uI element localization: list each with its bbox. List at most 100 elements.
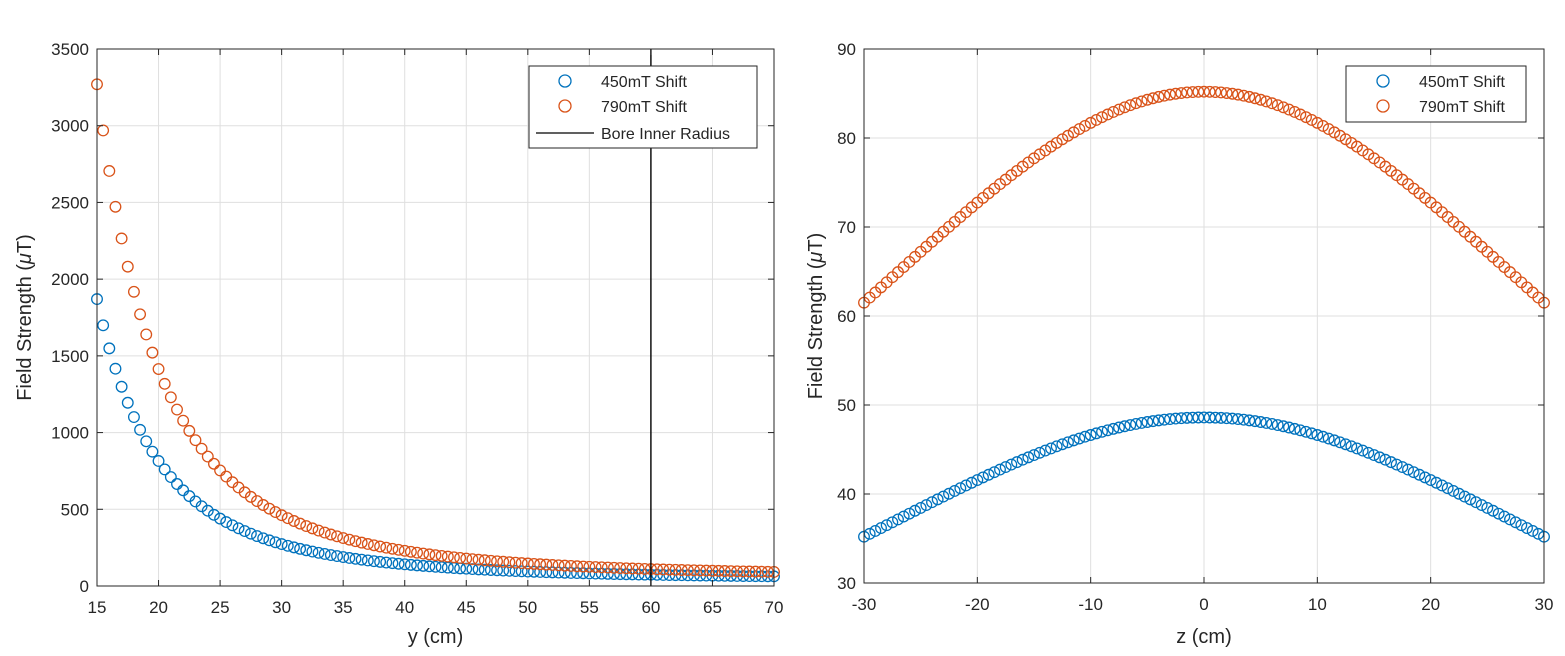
data-point — [269, 536, 282, 549]
data-point — [1237, 413, 1250, 426]
data-point — [497, 564, 510, 577]
data-point — [1305, 427, 1318, 440]
data-point — [448, 551, 460, 564]
data-point — [1079, 119, 1091, 132]
data-point — [386, 557, 399, 570]
data-point — [361, 554, 374, 567]
data-point — [994, 463, 1006, 476]
data-point — [589, 561, 602, 574]
y-tick-label: 0 — [80, 577, 89, 596]
y-tick-label: 3500 — [51, 40, 89, 59]
data-point — [1288, 422, 1301, 435]
x-tick-label: 0 — [1199, 595, 1208, 614]
data-point — [1090, 427, 1103, 440]
data-point — [564, 559, 577, 572]
data-point — [540, 558, 553, 571]
data-point — [1198, 411, 1210, 424]
data-point — [1470, 496, 1482, 509]
x-tick-label: -20 — [965, 595, 990, 614]
data-point — [914, 501, 927, 514]
data-point — [706, 564, 719, 577]
data-point — [318, 526, 331, 539]
y-axis-label: Field Strength (μT) — [805, 233, 827, 400]
data-point — [552, 566, 565, 579]
chart-axial-field: -30 -20 -10 0 10 20 30 30 40 50 60 70 80 90 z (cm) F… — [805, 40, 1553, 648]
data-point — [558, 559, 571, 572]
data-point — [875, 522, 887, 535]
legend-label-bore-radius: Bore Inner Radius — [601, 126, 730, 143]
data-point — [1271, 99, 1284, 112]
data-point — [948, 485, 961, 497]
data-point — [1073, 123, 1086, 136]
data-point — [374, 540, 387, 553]
data-point — [1164, 413, 1176, 426]
data-point — [663, 563, 676, 576]
legend-label-790mt: 790mT Shift — [601, 99, 688, 116]
data-point — [1521, 522, 1533, 535]
data-point — [1407, 466, 1420, 479]
y-tick-label: 50 — [837, 396, 856, 415]
data-point — [534, 566, 547, 578]
series-450mt-shift — [91, 293, 780, 583]
data-point — [349, 535, 362, 548]
x-tick-label: 60 — [641, 598, 660, 617]
data-point — [1181, 86, 1193, 99]
data-point — [238, 525, 251, 538]
data-point — [1317, 119, 1329, 132]
data-point — [651, 563, 664, 576]
data-point — [1447, 485, 1460, 497]
data-point — [491, 564, 504, 577]
data-point — [515, 565, 528, 578]
data-point — [1096, 111, 1108, 124]
data-point — [368, 539, 380, 552]
data-point — [1385, 456, 1397, 469]
data-point — [1232, 88, 1244, 101]
data-point — [306, 545, 319, 558]
data-point — [1504, 513, 1516, 526]
data-point — [1266, 97, 1278, 110]
data-point — [207, 457, 220, 470]
data-point — [484, 554, 497, 567]
legend-box — [528, 65, 758, 149]
data-point — [1141, 93, 1154, 106]
data-point — [626, 562, 639, 575]
data-point — [171, 478, 183, 490]
data-point — [1328, 434, 1341, 447]
data-point — [134, 308, 147, 321]
data-point — [374, 555, 387, 568]
data-point — [1209, 86, 1222, 98]
data-point — [1294, 424, 1307, 437]
data-point — [97, 124, 110, 137]
data-point — [589, 567, 602, 580]
data-point — [583, 560, 596, 573]
data-point — [1107, 422, 1120, 435]
legend-box — [1345, 65, 1527, 123]
data-point — [675, 564, 688, 576]
data-point — [608, 568, 620, 580]
data-point — [1101, 108, 1114, 121]
data-point — [306, 522, 319, 535]
data-point — [343, 552, 356, 564]
data-point — [869, 525, 882, 537]
data-point — [718, 565, 731, 577]
data-point — [1067, 434, 1080, 447]
data-point — [1056, 438, 1069, 451]
data-point — [601, 567, 614, 580]
data-point — [1481, 501, 1494, 514]
data-point — [491, 555, 504, 568]
data-point — [571, 560, 584, 573]
data-point — [1475, 499, 1488, 511]
data-point — [731, 565, 744, 578]
data-point — [368, 555, 380, 568]
data-point — [1118, 101, 1131, 114]
data-point — [515, 557, 528, 570]
data-point — [1283, 421, 1295, 434]
data-point — [1322, 432, 1335, 445]
data-point — [1209, 411, 1222, 424]
data-point — [1288, 105, 1301, 118]
data-point — [1147, 415, 1159, 428]
y-axis-ticks: 30 40 50 60 70 80 90 — [837, 40, 1544, 593]
data-point — [1005, 458, 1018, 471]
y-tick-label: 80 — [837, 129, 856, 148]
data-point — [146, 445, 159, 458]
